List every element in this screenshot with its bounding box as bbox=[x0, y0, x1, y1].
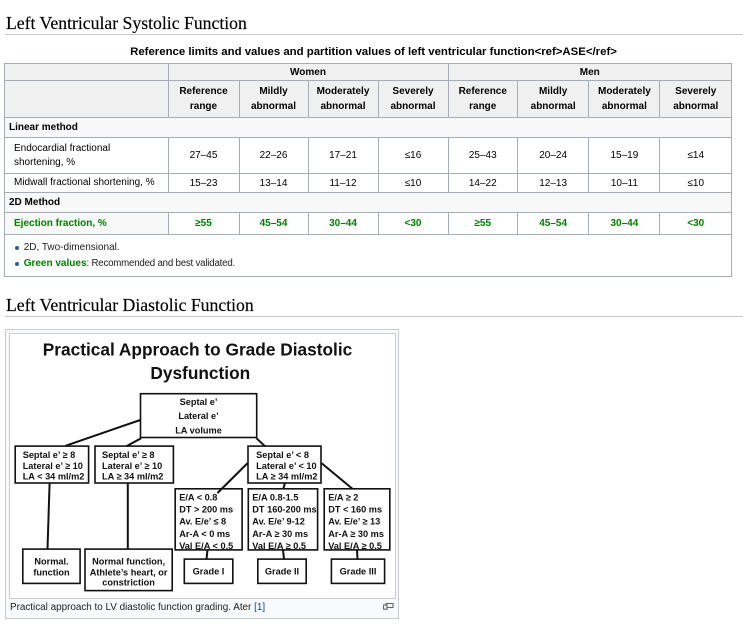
svg-text:Dysfunction: Dysfunction bbox=[150, 363, 250, 383]
svg-text:Ar-A ≥ 30 ms: Ar-A ≥ 30 ms bbox=[252, 529, 308, 539]
svg-text:E/A < 0.8: E/A < 0.8 bbox=[179, 493, 217, 503]
svg-text:LA ≥ 34 ml/m2: LA ≥ 34 ml/m2 bbox=[102, 472, 163, 482]
svg-text:Normal.: Normal. bbox=[34, 556, 68, 566]
svg-text:Lateral e’: Lateral e’ bbox=[178, 411, 218, 421]
svg-text:DT > 200 ms: DT > 200 ms bbox=[179, 505, 233, 515]
svg-text:Val E/A ≥ 0.5: Val E/A ≥ 0.5 bbox=[328, 541, 382, 551]
svg-text:Septal e’ < 8: Septal e’ < 8 bbox=[256, 450, 309, 460]
svg-text:E/A ≥ 2: E/A ≥ 2 bbox=[328, 493, 358, 503]
svg-text:Septal e’ ≥ 8: Septal e’ ≥ 8 bbox=[23, 450, 76, 460]
svg-text:Val E/A ≥ 0.5: Val E/A ≥ 0.5 bbox=[252, 541, 306, 551]
svg-text:Lateral e’ < 10: Lateral e’ < 10 bbox=[256, 461, 317, 471]
svg-text:Grade I: Grade I bbox=[193, 567, 225, 577]
svg-text:Val E/A < 0.5: Val E/A < 0.5 bbox=[179, 541, 233, 551]
svg-text:LA volume: LA volume bbox=[175, 425, 222, 435]
svg-text:Grade II: Grade II bbox=[265, 567, 299, 577]
svg-text:Av. E/e’ ≥ 13: Av. E/e’ ≥ 13 bbox=[328, 517, 380, 527]
svg-text:Normal function,: Normal function, bbox=[92, 556, 165, 566]
svg-text:DT 160-200 ms: DT 160-200 ms bbox=[252, 505, 316, 515]
svg-text:Grade III: Grade III bbox=[340, 567, 377, 577]
svg-text:function: function bbox=[33, 567, 70, 577]
svg-text:LA < 34 ml/m2: LA < 34 ml/m2 bbox=[23, 472, 85, 482]
svg-text:Practical Approach to Grade Di: Practical Approach to Grade Diastolic bbox=[43, 340, 353, 360]
svg-text:Septal e’: Septal e’ bbox=[180, 397, 218, 407]
svg-text:Av. E/e’ 9-12: Av. E/e’ 9-12 bbox=[252, 517, 305, 527]
svg-text:Ar-A < 0 ms: Ar-A < 0 ms bbox=[179, 529, 230, 539]
svg-text:constriction: constriction bbox=[102, 577, 155, 587]
svg-text:Lateral e’ ≥ 10: Lateral e’ ≥ 10 bbox=[102, 461, 162, 471]
svg-text:Av. E/e’ ≤ 8: Av. E/e’ ≤ 8 bbox=[179, 517, 226, 527]
svg-text:Ar-A ≥ 30 ms: Ar-A ≥ 30 ms bbox=[328, 529, 384, 539]
svg-text:LA ≥ 34 ml/m2: LA ≥ 34 ml/m2 bbox=[256, 472, 317, 482]
svg-text:Septal e’ ≥ 8: Septal e’ ≥ 8 bbox=[102, 450, 155, 460]
svg-text:Lateral e’ ≥ 10: Lateral e’ ≥ 10 bbox=[23, 461, 83, 471]
svg-text:Athlete’s heart, or: Athlete’s heart, or bbox=[90, 567, 168, 577]
svg-text:DT < 160 ms: DT < 160 ms bbox=[328, 505, 382, 515]
svg-text:E/A 0.8-1.5: E/A 0.8-1.5 bbox=[252, 493, 298, 503]
